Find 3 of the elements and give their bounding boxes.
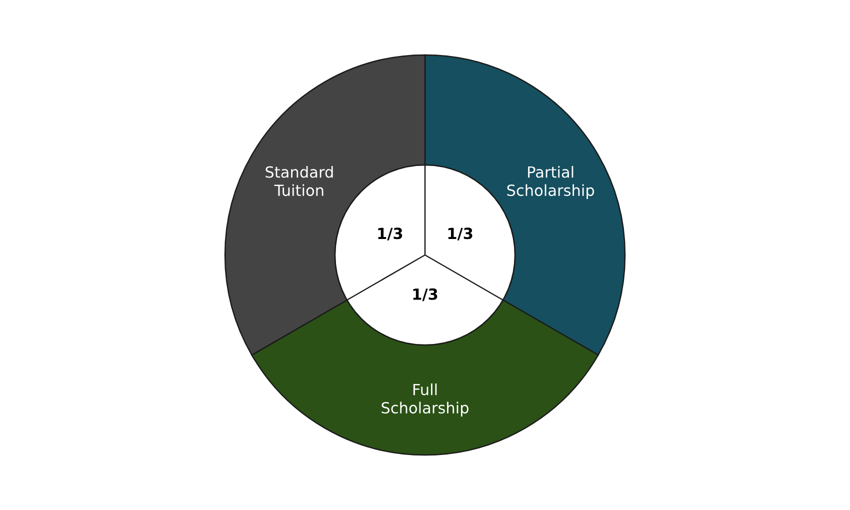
slice-label: Partial Scholarship bbox=[507, 166, 594, 200]
slice-label: Full Scholarship bbox=[382, 383, 468, 417]
slice-label: Standard Tuition bbox=[266, 166, 333, 196]
